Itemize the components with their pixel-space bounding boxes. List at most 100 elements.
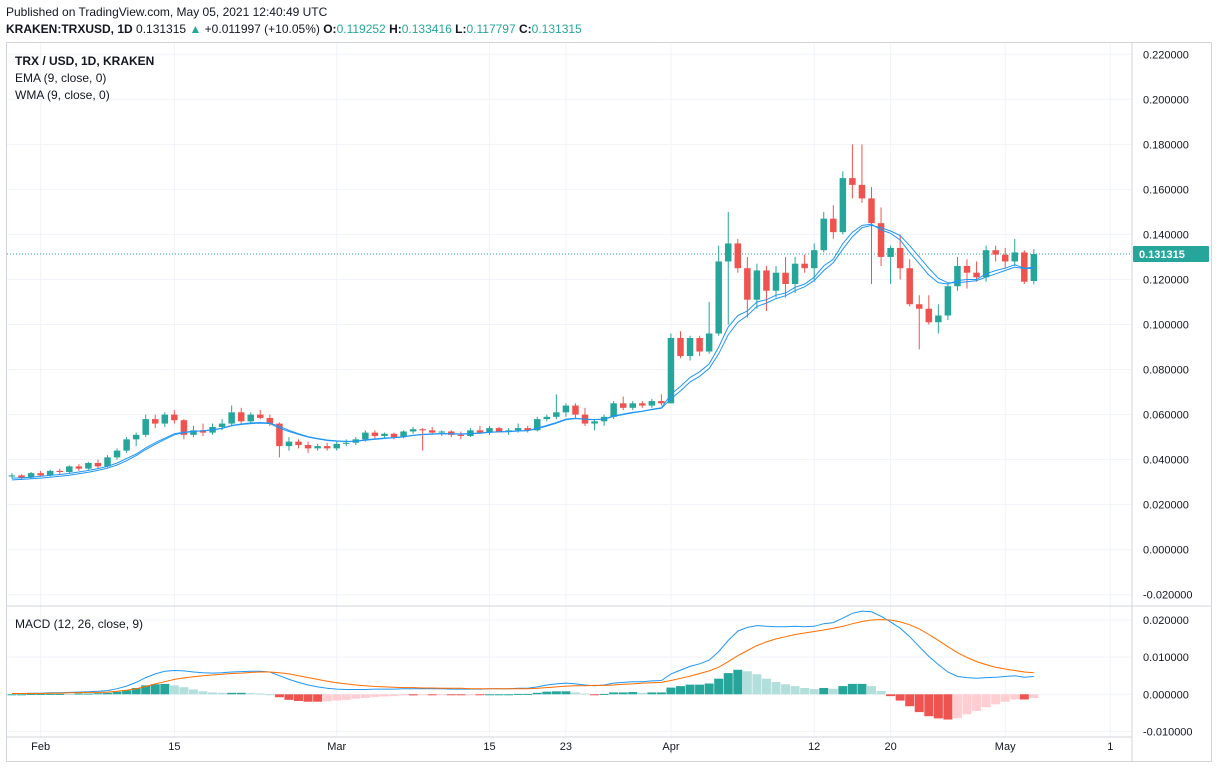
histogram-bar [771, 682, 781, 695]
candle-down [782, 272, 789, 284]
candle-up [85, 462, 92, 469]
histogram-bar [475, 694, 485, 696]
histogram-bar [561, 691, 571, 695]
published-info: Published on TradingView.com, May 05, 20… [6, 5, 328, 19]
candle-up [400, 431, 407, 438]
x-tick-label: 12 [808, 741, 820, 753]
candle-down [896, 247, 904, 269]
histogram-bar [294, 694, 303, 701]
histogram-bar [494, 694, 504, 696]
histogram-bar [408, 694, 418, 696]
histogram-bar [103, 692, 112, 695]
histogram-bar [695, 684, 705, 695]
histogram-bar [714, 678, 724, 695]
histogram-bar [628, 692, 638, 695]
last-price-label: 0.131315 [1139, 249, 1185, 261]
candle-up [333, 443, 340, 449]
macd-y-tick-label: 0.010000 [1143, 652, 1189, 664]
histogram-bar [723, 673, 733, 695]
candle-up [285, 441, 293, 447]
histogram-bar [809, 689, 819, 695]
macd-histogram [7, 669, 1039, 720]
histogram-bar [704, 683, 714, 695]
x-tick-label: Feb [31, 741, 50, 753]
histogram-bar [972, 694, 982, 711]
candle-up [362, 432, 369, 440]
candle-up [667, 338, 675, 404]
candle-down [973, 272, 980, 278]
candle-up [715, 261, 722, 334]
histogram-bar [523, 693, 533, 695]
histogram-bar [991, 694, 1001, 705]
candle-up [534, 419, 541, 431]
candle-down [171, 414, 178, 421]
ema-legend[interactable]: EMA (9, close, 0) [15, 71, 107, 85]
symbol-name: KRAKEN:TRXUSD, 1D [6, 22, 133, 36]
histogram-bar [676, 686, 685, 695]
candle-down [428, 430, 436, 433]
histogram-bar [933, 694, 943, 719]
histogram-bar [532, 692, 542, 695]
candle-up [810, 250, 818, 269]
histogram-bar [122, 690, 132, 695]
candle-down [152, 419, 159, 424]
histogram-bar [580, 693, 590, 695]
candle-down [390, 433, 398, 438]
x-tick-label: 23 [560, 741, 572, 753]
histogram-bar [313, 694, 323, 702]
histogram-bar [274, 694, 284, 698]
candle-up [409, 429, 417, 432]
x-tick-label: 15 [168, 741, 180, 753]
histogram-bar [160, 683, 170, 695]
histogram-bar [437, 694, 447, 696]
high-value: 0.133416 [401, 22, 452, 36]
low-value: 0.117797 [466, 22, 516, 36]
wma-legend[interactable]: WMA (9, close, 0) [15, 88, 110, 102]
histogram-bar [131, 687, 141, 695]
histogram-bar [733, 669, 743, 695]
symbol-quote-line: KRAKEN:TRXUSD, 1D 0.131315 ▲ +0.011997 (… [6, 22, 582, 36]
histogram-bar [198, 691, 208, 695]
candle-up [46, 470, 54, 476]
candle-down [18, 475, 25, 478]
histogram-bar [1029, 694, 1039, 698]
histogram-bar [446, 694, 456, 696]
candle-down [572, 405, 579, 415]
candle-down [858, 184, 866, 199]
macd-y-tick-label: 0.020000 [1143, 615, 1189, 627]
price-y-tick-label: 0.180000 [1143, 139, 1189, 151]
histogram-bar [17, 694, 27, 696]
candle-up [725, 243, 732, 262]
histogram-bar [504, 694, 514, 696]
candle-down [744, 268, 751, 300]
candle-up [123, 439, 130, 451]
histogram-bar [389, 694, 399, 697]
high-label: H: [389, 22, 402, 36]
histogram-bar [284, 694, 294, 700]
price-y-tick-label: 0.120000 [1143, 274, 1189, 286]
candle-down [323, 446, 331, 449]
candle-down [94, 462, 102, 467]
histogram-bar [962, 694, 972, 715]
histogram-bar [485, 694, 494, 696]
x-tick-label: May [995, 741, 1016, 753]
histogram-bar [618, 692, 628, 695]
candle-down [830, 218, 837, 233]
candle-up [8, 475, 16, 477]
candle-down [696, 338, 703, 352]
candle-down [495, 428, 503, 432]
histogram-bar [188, 689, 198, 695]
candle-down [801, 263, 808, 269]
macd-legend[interactable]: MACD (12, 26, close, 9) [15, 617, 144, 631]
histogram-bar [781, 684, 791, 695]
candle-down [763, 270, 770, 291]
candle-up [142, 419, 149, 435]
histogram-bar [1000, 694, 1010, 702]
histogram-bar [227, 692, 237, 695]
x-tick-label: Mar [327, 741, 346, 753]
histogram-bar [790, 686, 800, 695]
open-label: O: [323, 22, 337, 36]
candle-up [982, 250, 990, 278]
x-tick-label: 20 [884, 741, 896, 753]
